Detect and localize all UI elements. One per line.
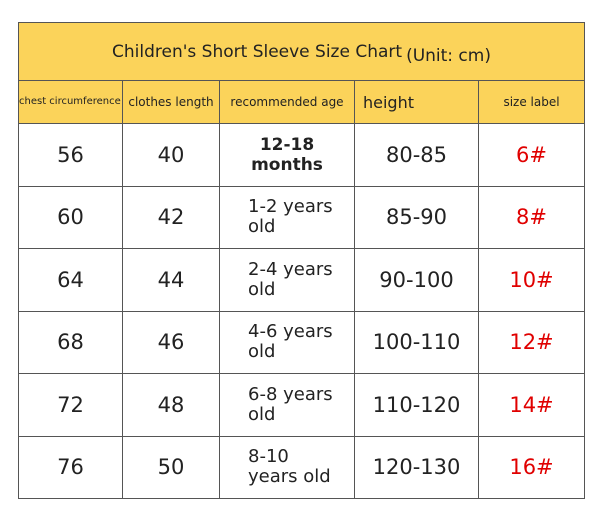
column-header: height	[355, 81, 479, 124]
table-cell: 68	[19, 311, 123, 374]
table-row: 76 50 8-10 years old 120-130 16#	[19, 436, 585, 499]
table-cell: 64	[19, 249, 123, 312]
unit-label: (Unit: cm)	[406, 45, 491, 66]
table-cell: 14#	[479, 374, 585, 437]
column-header: chest circumference	[19, 81, 123, 124]
table-cell: 120-130	[355, 436, 479, 499]
table-cell: 4-6 years old	[220, 311, 355, 374]
table-cell: 50	[123, 436, 220, 499]
table-cell: 72	[19, 374, 123, 437]
table-cell: 46	[123, 311, 220, 374]
header-row: chest circumference clothes length recomme…	[19, 81, 585, 124]
table-cell: 1-2 years old	[220, 186, 355, 249]
table-cell: 76	[19, 436, 123, 499]
table-cell: 12#	[479, 311, 585, 374]
table-cell: 10#	[479, 249, 585, 312]
table-row: 64 44 2-4 years old 90-100 10#	[19, 249, 585, 312]
column-header: clothes length	[123, 81, 220, 124]
table-cell: 16#	[479, 436, 585, 499]
table-cell: 2-4 years old	[220, 249, 355, 312]
chart-title: Children's Short Sleeve Size Chart	[112, 41, 403, 62]
table-cell: 40	[123, 124, 220, 187]
column-header: size label	[479, 81, 585, 124]
table-cell: 6-8 years old	[220, 374, 355, 437]
table-cell: 48	[123, 374, 220, 437]
size-chart: Children's Short Sleeve Size Chart (Unit…	[18, 22, 585, 499]
table-cell: 110-120	[355, 374, 479, 437]
column-header: recommended age	[220, 81, 355, 124]
table-cell: 44	[123, 249, 220, 312]
table-cell: 8-10 years old	[220, 436, 355, 499]
table-row: 68 46 4-6 years old 100-110 12#	[19, 311, 585, 374]
table-row: 60 42 1-2 years old 85-90 8#	[19, 186, 585, 249]
table-row: 72 48 6-8 years old 110-120 14#	[19, 374, 585, 437]
table-cell: 8#	[479, 186, 585, 249]
table-cell: 6#	[479, 124, 585, 187]
table-row: 56 40 12-18 months 80-85 6#	[19, 124, 585, 187]
table-cell: 42	[123, 186, 220, 249]
table-cell: 12-18 months	[220, 124, 355, 187]
table-cell: 56	[19, 124, 123, 187]
table-cell: 90-100	[355, 249, 479, 312]
table-cell: 80-85	[355, 124, 479, 187]
table-cell: 100-110	[355, 311, 479, 374]
table-cell: 60	[19, 186, 123, 249]
title-row: Children's Short Sleeve Size Chart (Unit…	[19, 23, 585, 81]
table-cell: 85-90	[355, 186, 479, 249]
